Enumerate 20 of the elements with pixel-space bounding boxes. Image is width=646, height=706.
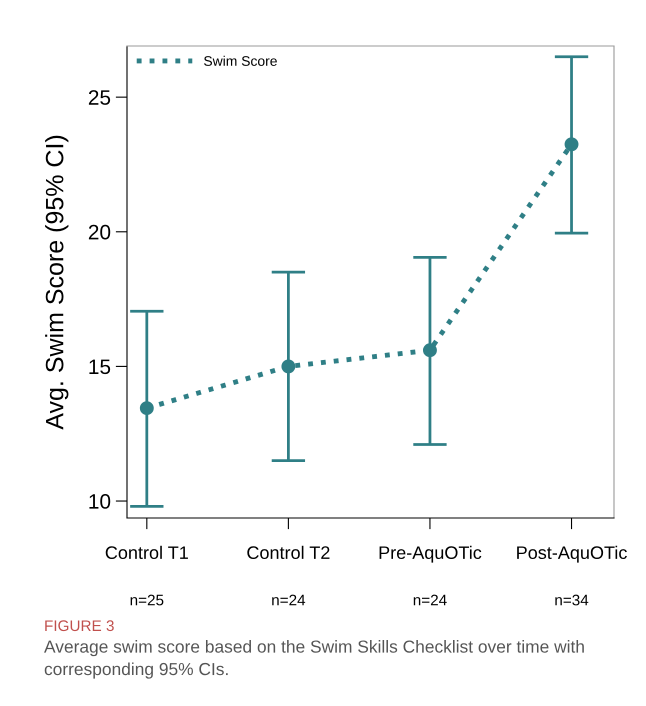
point (564, 137, 578, 152)
y-tick-label: 15 (89, 360, 110, 374)
x-tick-label: Post-AquOTic (517, 546, 627, 563)
y-tick-label: 20 (88, 224, 110, 240)
legend-label: Swim Score (204, 56, 277, 66)
y-tick-label: 25 (88, 90, 110, 105)
text: Average swim score based on the Swim Skills Checklist over time with corresponding 95% CIs. (44, 640, 584, 679)
text: n=34 (555, 594, 588, 606)
text: n=25 (130, 594, 164, 606)
y-axis-title: Avg. Swim Score (95% CI) (45, 136, 68, 430)
caption: FIGURE 3 (45, 620, 114, 632)
point (281, 359, 296, 374)
point (140, 401, 154, 416)
point (423, 343, 437, 358)
x-tick-label: Control T2 (247, 546, 330, 560)
text: n=24 (414, 594, 447, 606)
y-tick-label: 10 (89, 494, 110, 509)
text: n=24 (272, 594, 306, 606)
x-tick-label: Control T1 (106, 546, 188, 560)
x-tick-label: Pre-AquOTic (380, 546, 482, 563)
